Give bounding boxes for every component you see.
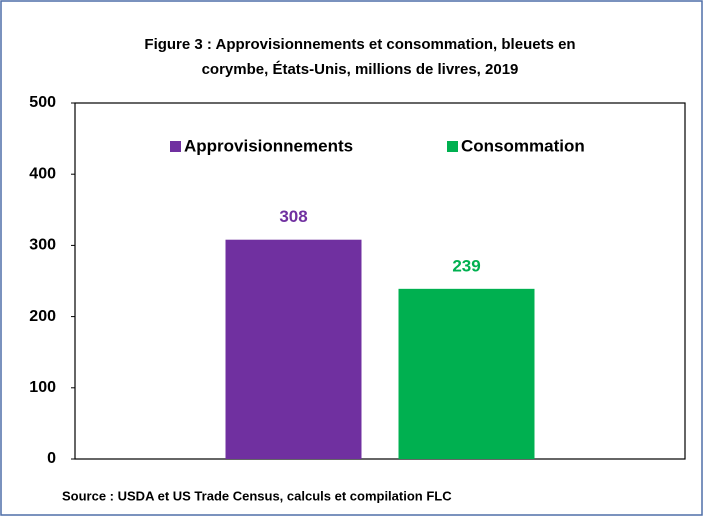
chart-title: corymbe, États-Unis, millions de livres,…	[202, 61, 519, 78]
y-tick-label: 200	[29, 308, 56, 325]
source-note: Source : USDA et US Trade Census, calcul…	[62, 488, 452, 503]
y-tick-label: 400	[29, 165, 56, 182]
legend-label: Approvisionnements	[184, 136, 353, 155]
legend-label: Consommation	[461, 136, 585, 155]
y-tick-label: 500	[29, 94, 56, 111]
y-tick-label: 300	[29, 237, 56, 254]
chart-title: Figure 3 : Approvisionnements et consomm…	[144, 36, 575, 53]
bar	[398, 288, 535, 459]
y-tick-label: 0	[47, 450, 56, 467]
plot-area	[74, 102, 686, 460]
legend-swatch	[170, 141, 181, 152]
bar	[225, 239, 362, 459]
data-label: 239	[452, 256, 480, 275]
legend-swatch	[447, 141, 458, 152]
y-tick-label: 100	[29, 379, 56, 396]
data-label: 308	[279, 207, 307, 226]
